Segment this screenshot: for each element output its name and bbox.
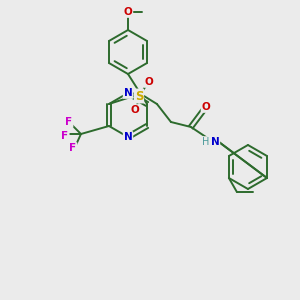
Text: H: H [202,137,210,147]
Text: N: N [124,88,132,98]
Text: O: O [202,102,210,112]
Text: S: S [135,89,143,103]
Text: F: F [65,117,73,127]
Text: F: F [61,131,68,141]
Text: O: O [124,7,132,17]
Text: N: N [124,132,132,142]
Text: O: O [145,77,153,87]
Text: F: F [69,143,76,153]
Text: N: N [211,137,219,147]
Text: O: O [130,105,139,115]
